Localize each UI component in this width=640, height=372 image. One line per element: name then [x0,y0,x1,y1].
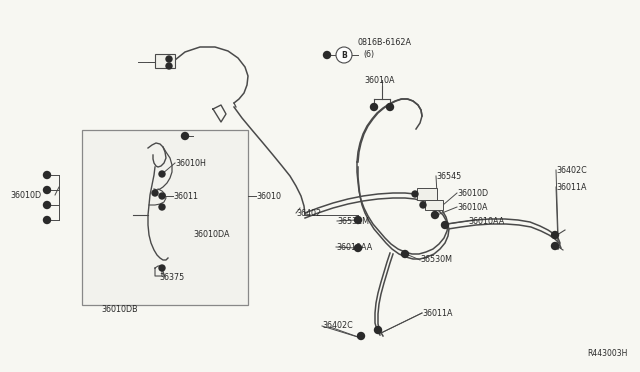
Text: 36011: 36011 [173,192,198,201]
Text: 36010AA: 36010AA [336,243,372,251]
Text: 36402: 36402 [296,208,321,218]
Text: 0816B-6162A: 0816B-6162A [358,38,412,46]
Circle shape [371,103,378,110]
Circle shape [323,51,330,58]
Circle shape [159,204,165,210]
Circle shape [420,202,426,208]
Circle shape [442,221,449,228]
Circle shape [355,217,362,224]
Text: 36402C: 36402C [322,321,353,330]
Circle shape [387,103,394,110]
Circle shape [159,193,165,199]
Text: 36531M: 36531M [337,217,369,225]
Circle shape [166,56,172,62]
Text: 36010D: 36010D [457,189,488,198]
Text: 36010H: 36010H [175,158,206,167]
Circle shape [182,132,189,140]
Circle shape [552,243,559,250]
Text: 36010A: 36010A [365,76,396,84]
Bar [417,188,437,200]
Circle shape [355,244,362,251]
Circle shape [552,231,559,238]
Circle shape [336,47,352,63]
Text: 36010: 36010 [256,192,281,201]
Bar [82,130,248,305]
Circle shape [159,171,165,177]
Text: 36011A: 36011A [556,183,586,192]
Text: 36010AA: 36010AA [468,217,504,225]
Text: 36402C: 36402C [556,166,587,174]
Circle shape [44,186,51,193]
Text: 36011A: 36011A [422,308,452,317]
Text: 36375: 36375 [159,273,184,282]
Text: B: B [341,51,347,60]
Text: R443003H: R443003H [588,349,628,358]
Circle shape [44,217,51,224]
Text: 36010DB: 36010DB [101,305,138,314]
Text: (6): (6) [363,49,374,58]
Text: 36530M: 36530M [420,256,452,264]
Circle shape [44,202,51,208]
Circle shape [166,63,172,69]
Circle shape [431,212,438,218]
Circle shape [412,191,418,197]
Circle shape [401,250,408,257]
Text: 36545: 36545 [436,171,461,180]
Bar [425,200,443,210]
Text: 36010DA: 36010DA [193,230,230,238]
Circle shape [44,171,51,179]
Bar [155,54,175,68]
Circle shape [159,265,165,271]
Circle shape [152,190,158,196]
Circle shape [358,333,365,340]
Text: 36010D: 36010D [10,190,41,199]
Text: 36010A: 36010A [457,202,488,212]
Circle shape [374,327,381,334]
